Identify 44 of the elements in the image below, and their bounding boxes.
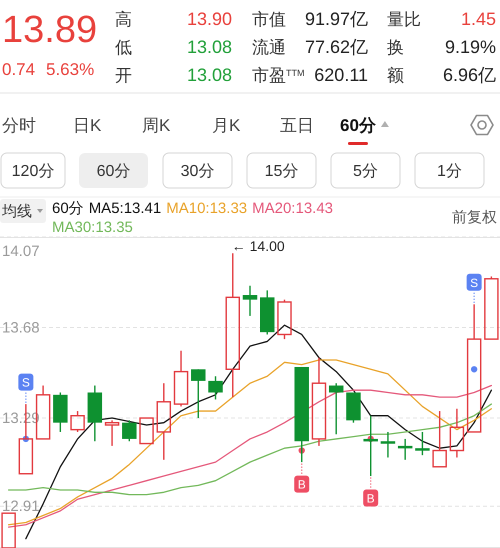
marker-badge: B	[294, 476, 310, 493]
text: 分时	[2, 116, 36, 135]
text: 60分	[340, 116, 377, 135]
text: 月K	[212, 116, 241, 135]
y-tick-label: 12.91	[2, 498, 40, 515]
text: 低	[115, 38, 132, 57]
text: 15分	[264, 162, 298, 180]
text: 量比	[387, 10, 421, 29]
text: 额	[387, 66, 404, 85]
text: 30分	[180, 162, 214, 180]
text: 5.63%	[46, 60, 94, 79]
marker-badge: S	[466, 274, 482, 291]
text: 日K	[73, 116, 102, 135]
text: 620.11	[314, 65, 368, 85]
text: 市盈$^{TTM}$	[252, 66, 304, 85]
text: 91.97亿	[304, 9, 368, 29]
y-tick-label: 14.07	[2, 242, 40, 260]
text: 77.62亿	[304, 37, 368, 57]
text: 9.19%	[444, 37, 496, 57]
text: 流通	[252, 38, 286, 57]
marker-badge: S	[18, 374, 34, 391]
marker-badge: B	[363, 490, 378, 507]
text: 1分	[437, 162, 462, 180]
text: 开	[115, 66, 132, 85]
text: 6.96亿	[442, 65, 496, 85]
y-tick-label: 13.68	[2, 319, 40, 336]
text: 1.45	[460, 9, 496, 29]
annotation: ← 14.00	[232, 238, 285, 254]
text: 0.74	[2, 60, 36, 79]
text: 60分	[96, 162, 130, 180]
text: 均线	[1, 203, 32, 220]
text: 13.89	[2, 9, 98, 51]
text: 13.90	[186, 9, 232, 29]
text: 五日	[280, 116, 314, 135]
text: 换	[387, 38, 404, 57]
text: 市值	[252, 10, 286, 29]
text: 13.08	[186, 65, 232, 85]
text: 前复权	[452, 209, 497, 226]
text: 高	[115, 10, 132, 29]
text: 120分	[12, 162, 54, 180]
text: 13.08	[186, 37, 232, 57]
text: 5分	[353, 162, 378, 180]
text: 周K	[142, 116, 171, 135]
legend: 60分 MA5:13.41 MA10:13.33 MA20:13.43 MA30:13.35	[52, 200, 334, 236]
